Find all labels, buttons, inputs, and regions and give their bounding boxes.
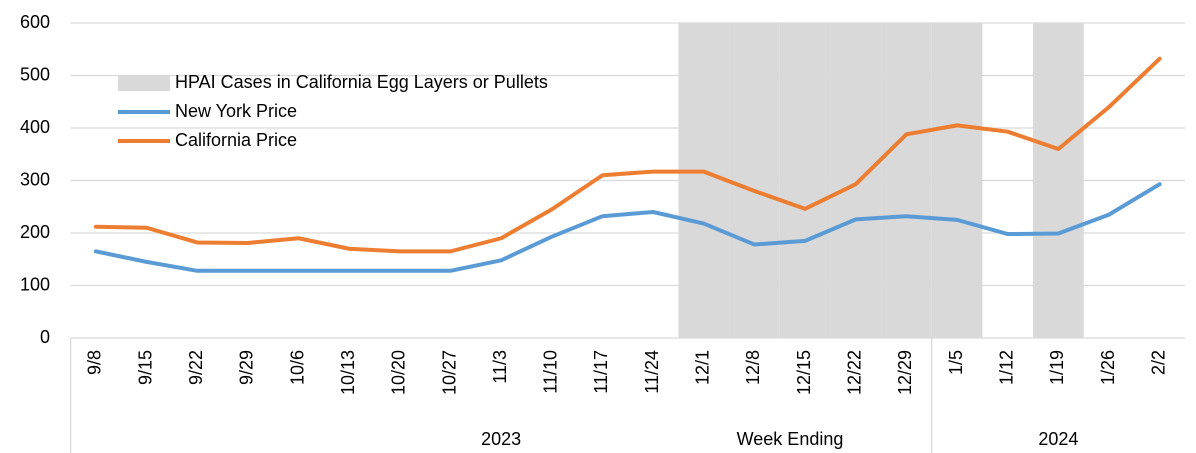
y-tick-label: 0 — [40, 327, 50, 347]
legend-swatch — [118, 75, 170, 91]
y-tick-label: 500 — [20, 64, 50, 84]
x-tick-label: 11/10 — [541, 350, 561, 394]
x-axis-title: Week Ending — [737, 429, 844, 449]
legend-label: California Price — [175, 130, 297, 150]
legend-label: New York Price — [175, 101, 297, 121]
background-layer — [70, 22, 1185, 339]
x-tick-label: 10/27 — [439, 350, 459, 395]
x-tick-label: 12/29 — [895, 350, 915, 395]
x-tick-label: 10/13 — [338, 350, 358, 395]
group-label: 2024 — [1038, 429, 1078, 449]
x-tick-label: 12/22 — [844, 350, 864, 395]
x-tick-label: 11/24 — [642, 350, 662, 394]
x-tick-label: 9/22 — [186, 350, 206, 385]
price-line — [93, 56, 1162, 254]
legend-label: HPAI Cases in California Egg Layers or P… — [175, 72, 548, 92]
x-tick-label: 9/8 — [85, 350, 105, 375]
x-tick-label: 1/26 — [1098, 350, 1118, 385]
x-tick-label: 11/17 — [591, 350, 611, 394]
y-tick-label: 100 — [20, 274, 50, 294]
x-tick-label: 9/15 — [135, 350, 155, 385]
y-tick-label: 200 — [20, 222, 50, 242]
x-tick-label: 1/12 — [996, 350, 1016, 385]
x-tick-label: 12/15 — [794, 350, 814, 395]
x-tick-label: 2/2 — [1148, 350, 1168, 375]
x-tick-label: 10/6 — [287, 350, 307, 385]
group-label: 2023 — [481, 429, 521, 449]
x-tick-label: 10/20 — [389, 350, 409, 395]
x-tick-label: 11/3 — [490, 350, 510, 384]
y-tick-label: 400 — [20, 117, 50, 137]
y-tick-label: 600 — [20, 12, 50, 32]
x-tick-label: 12/8 — [743, 350, 763, 385]
x-tick-label: 1/5 — [946, 350, 966, 375]
price-line — [93, 182, 1162, 273]
x-tick-label: 12/1 — [693, 350, 713, 385]
y-tick-label: 300 — [20, 169, 50, 189]
x-tick-label: 1/19 — [1047, 350, 1067, 385]
x-tick-label: 9/29 — [237, 350, 257, 385]
